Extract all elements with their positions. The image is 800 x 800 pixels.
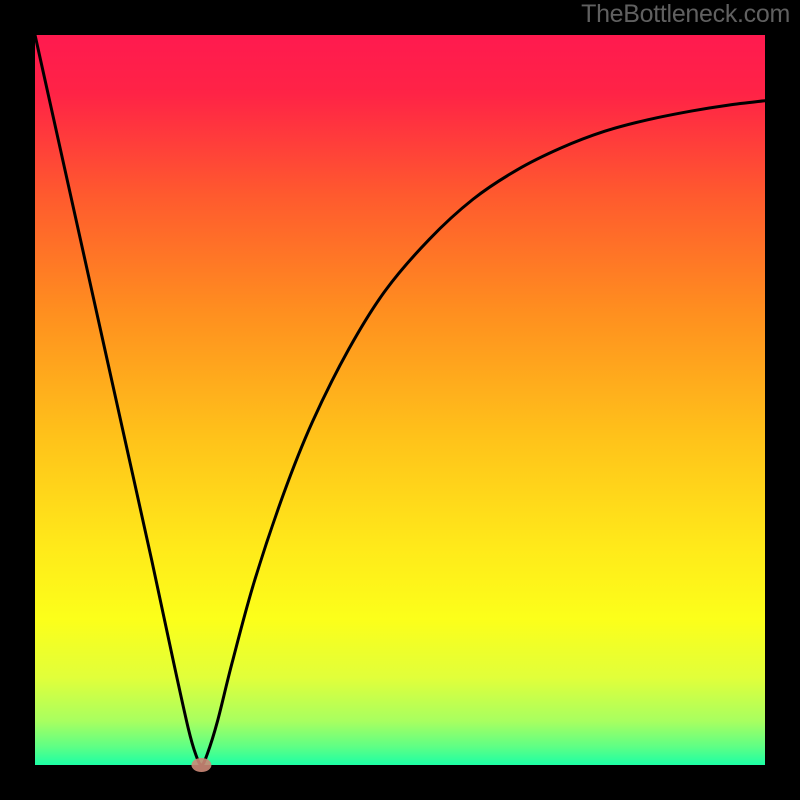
bottleneck-chart	[0, 0, 800, 800]
watermark-text: TheBottleneck.com	[581, 0, 790, 29]
minimum-marker	[191, 758, 211, 772]
chart-container: TheBottleneck.com	[0, 0, 800, 800]
plot-area	[35, 35, 765, 765]
